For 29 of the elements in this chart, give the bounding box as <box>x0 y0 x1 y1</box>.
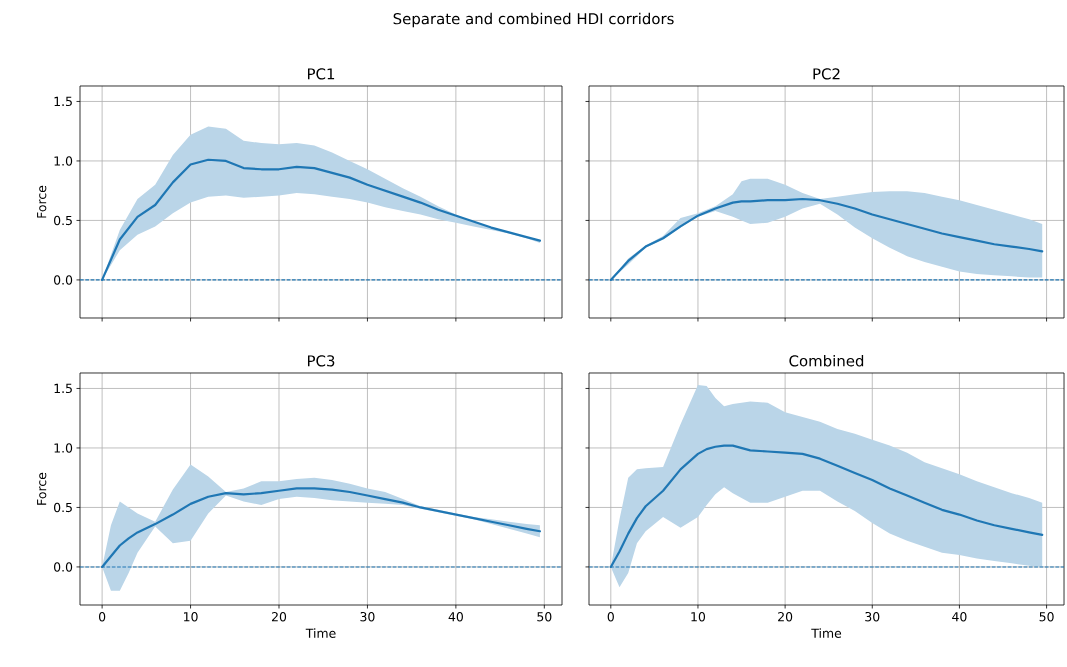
y-tick-label: 1.5 <box>54 383 72 394</box>
y-tick-label: 0.5 <box>54 215 72 226</box>
x-tick-label: 50 <box>537 612 552 622</box>
x-tick-label: 30 <box>865 612 880 622</box>
y-axis-title: Force <box>37 185 47 218</box>
y-axis-title: Force <box>37 472 47 505</box>
x-tick-label: 50 <box>1039 612 1054 622</box>
chart-title: PC1 <box>308 68 335 80</box>
y-tick-label: 0.0 <box>54 275 73 285</box>
x-tick-label: 20 <box>778 612 793 622</box>
x-tick-label: 20 <box>271 612 287 622</box>
chart-title: Combined <box>789 354 864 367</box>
y-tick-label: 1.0 <box>54 156 73 166</box>
x-tick-label: 0 <box>607 612 614 622</box>
text: Separate and combined HDI corridors <box>393 12 674 28</box>
x-tick-label: 40 <box>448 612 463 622</box>
chart-title: PC2 <box>813 68 840 80</box>
chart-title: PC3 <box>308 355 335 367</box>
y-tick-label: 1.0 <box>54 443 73 453</box>
x-tick-label: 40 <box>952 612 967 622</box>
x-tick-label: 0 <box>98 612 106 622</box>
x-tick-label: 30 <box>360 612 375 622</box>
x-axis-title: Time <box>305 628 336 638</box>
y-tick-label: 0.0 <box>54 562 73 572</box>
x-tick-label: 10 <box>184 612 198 622</box>
x-axis-title: Time <box>811 628 842 638</box>
y-tick-label: 0.5 <box>54 502 72 513</box>
x-tick-label: 10 <box>691 612 706 622</box>
y-tick-label: 1.5 <box>54 96 72 107</box>
